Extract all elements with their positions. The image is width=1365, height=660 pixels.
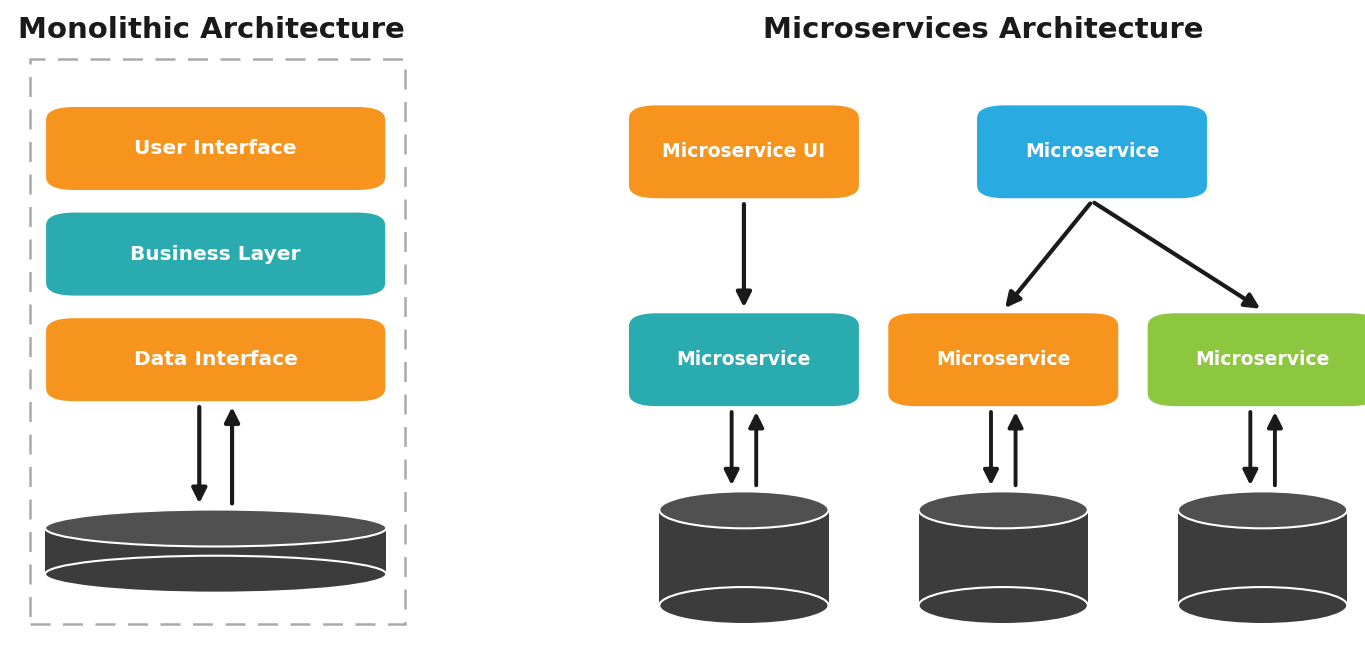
Ellipse shape <box>45 510 386 546</box>
Text: Microservice: Microservice <box>1025 143 1159 161</box>
Ellipse shape <box>659 587 829 624</box>
Text: Microservice: Microservice <box>1196 350 1330 369</box>
Ellipse shape <box>1178 587 1347 624</box>
FancyBboxPatch shape <box>975 104 1209 200</box>
Text: Microservices Architecture: Microservices Architecture <box>763 16 1203 44</box>
Bar <box>1178 510 1347 606</box>
FancyBboxPatch shape <box>45 317 388 403</box>
Text: User Interface: User Interface <box>134 139 298 158</box>
FancyBboxPatch shape <box>887 312 1119 408</box>
Text: Microservice UI: Microservice UI <box>662 143 826 161</box>
Ellipse shape <box>919 491 1088 528</box>
FancyBboxPatch shape <box>627 104 861 200</box>
FancyBboxPatch shape <box>627 312 861 408</box>
Text: Microservice: Microservice <box>936 350 1070 369</box>
Ellipse shape <box>919 587 1088 624</box>
Text: Data Interface: Data Interface <box>134 350 298 369</box>
Bar <box>659 510 829 606</box>
FancyBboxPatch shape <box>1147 312 1365 408</box>
FancyBboxPatch shape <box>45 105 388 191</box>
Text: Monolithic Architecture: Monolithic Architecture <box>18 16 405 44</box>
Ellipse shape <box>659 491 829 528</box>
Bar <box>45 528 386 574</box>
Bar <box>919 510 1088 606</box>
Text: Business Layer: Business Layer <box>131 245 300 263</box>
Text: Microservice: Microservice <box>677 350 811 369</box>
Ellipse shape <box>1178 491 1347 528</box>
FancyBboxPatch shape <box>45 211 388 297</box>
Ellipse shape <box>45 556 386 593</box>
